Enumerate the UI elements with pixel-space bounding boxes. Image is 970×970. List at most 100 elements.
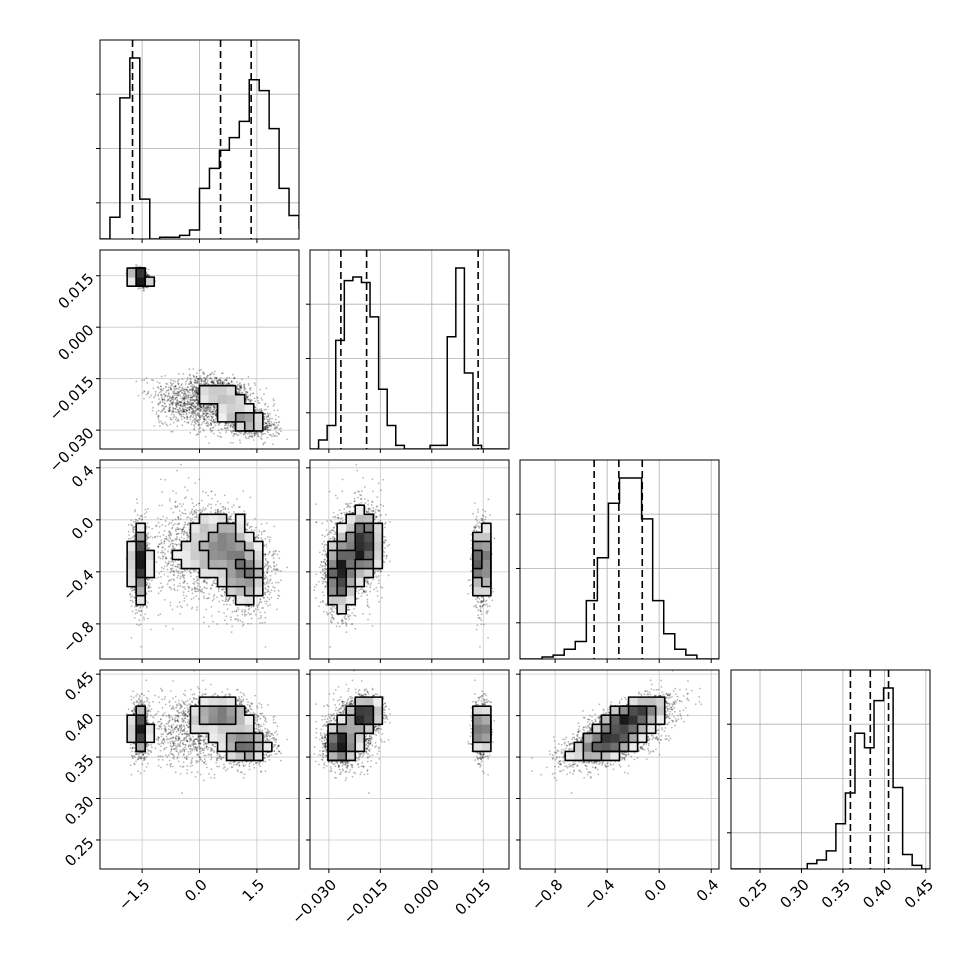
sample-point bbox=[267, 590, 270, 593]
sample-point bbox=[157, 592, 160, 595]
sample-point bbox=[143, 379, 146, 381]
sample-point bbox=[214, 414, 217, 417]
sample-point bbox=[189, 512, 191, 515]
sample-point bbox=[266, 426, 269, 429]
sample-point bbox=[159, 535, 162, 538]
sample-point bbox=[180, 401, 183, 404]
sample-point bbox=[228, 377, 231, 379]
sample-point bbox=[185, 380, 187, 383]
sample-point bbox=[184, 398, 187, 400]
sample-point bbox=[249, 389, 252, 391]
sample-point bbox=[182, 413, 185, 416]
sample-point bbox=[369, 586, 372, 589]
sample-point bbox=[270, 589, 273, 592]
sample-point bbox=[250, 529, 253, 531]
sample-point bbox=[140, 757, 143, 759]
density-cell bbox=[136, 277, 146, 287]
sample-point bbox=[223, 382, 226, 384]
sample-point bbox=[274, 741, 277, 744]
sample-point bbox=[176, 523, 179, 526]
sample-point bbox=[204, 435, 207, 438]
sample-point bbox=[280, 759, 282, 762]
sample-point bbox=[167, 563, 170, 565]
sample-point bbox=[196, 386, 199, 389]
sample-point bbox=[204, 413, 207, 416]
sample-point bbox=[236, 699, 239, 702]
sample-point bbox=[180, 532, 183, 535]
sample-point bbox=[334, 494, 337, 497]
sample-point bbox=[194, 400, 196, 402]
sample-point bbox=[327, 533, 330, 535]
sample-point bbox=[257, 409, 260, 412]
sample-point bbox=[334, 524, 337, 526]
sample-point bbox=[172, 409, 175, 412]
sample-point bbox=[322, 601, 324, 604]
sample-point bbox=[257, 536, 260, 539]
sample-point bbox=[242, 434, 245, 436]
sample-point bbox=[278, 745, 280, 747]
sample-point bbox=[170, 540, 173, 542]
density-cell bbox=[199, 394, 209, 405]
sample-point bbox=[362, 612, 364, 615]
sample-point bbox=[214, 407, 216, 410]
sample-point bbox=[224, 594, 226, 597]
sample-point bbox=[203, 407, 206, 410]
sample-point bbox=[272, 721, 275, 724]
sample-point bbox=[199, 586, 202, 588]
sample-point bbox=[481, 605, 484, 608]
sample-point bbox=[133, 747, 136, 749]
sample-point bbox=[273, 421, 276, 424]
sample-point bbox=[167, 386, 170, 389]
sample-point bbox=[210, 587, 212, 590]
sample-point bbox=[238, 391, 241, 394]
sample-point bbox=[174, 407, 177, 410]
sample-point bbox=[188, 373, 191, 376]
sample-point bbox=[255, 431, 258, 434]
sample-point bbox=[240, 386, 243, 389]
sample-point bbox=[225, 615, 228, 618]
sample-point bbox=[167, 580, 170, 583]
sample-point bbox=[164, 394, 167, 397]
sample-point bbox=[179, 528, 182, 530]
sample-point bbox=[208, 404, 211, 407]
sample-point bbox=[264, 432, 267, 435]
sample-point bbox=[260, 435, 263, 437]
sample-point bbox=[482, 599, 485, 602]
sample-point bbox=[229, 516, 232, 519]
sample-point bbox=[195, 399, 197, 402]
sample-point bbox=[273, 403, 276, 405]
sample-point bbox=[184, 403, 187, 406]
sample-point bbox=[136, 758, 139, 761]
sample-point bbox=[158, 382, 161, 385]
sample-point bbox=[140, 519, 143, 521]
sample-point bbox=[259, 723, 261, 726]
sample-point bbox=[131, 587, 134, 590]
sample-point bbox=[274, 414, 277, 417]
sample-point bbox=[210, 377, 212, 380]
sample-point bbox=[263, 415, 266, 418]
sample-point bbox=[192, 395, 195, 398]
sample-point bbox=[195, 395, 198, 398]
density-cell bbox=[373, 532, 383, 542]
sample-point bbox=[202, 405, 205, 408]
sample-point bbox=[146, 752, 149, 755]
sample-point bbox=[180, 413, 183, 416]
sample-point bbox=[278, 550, 280, 553]
sample-point bbox=[263, 408, 266, 411]
sample-point bbox=[267, 420, 270, 423]
sample-point bbox=[266, 424, 269, 427]
sample-point bbox=[236, 606, 239, 609]
sample-point bbox=[146, 719, 148, 721]
sample-point bbox=[147, 750, 150, 752]
sample-point bbox=[246, 396, 249, 398]
sample-point bbox=[265, 422, 268, 425]
sample-point bbox=[172, 410, 175, 413]
sample-point bbox=[186, 489, 189, 492]
sample-point bbox=[131, 595, 134, 598]
sample-point bbox=[177, 382, 180, 385]
sample-point bbox=[366, 594, 369, 597]
sample-point bbox=[325, 611, 328, 614]
sample-point bbox=[179, 410, 182, 412]
sample-point bbox=[165, 389, 168, 392]
sample-point bbox=[252, 605, 255, 608]
